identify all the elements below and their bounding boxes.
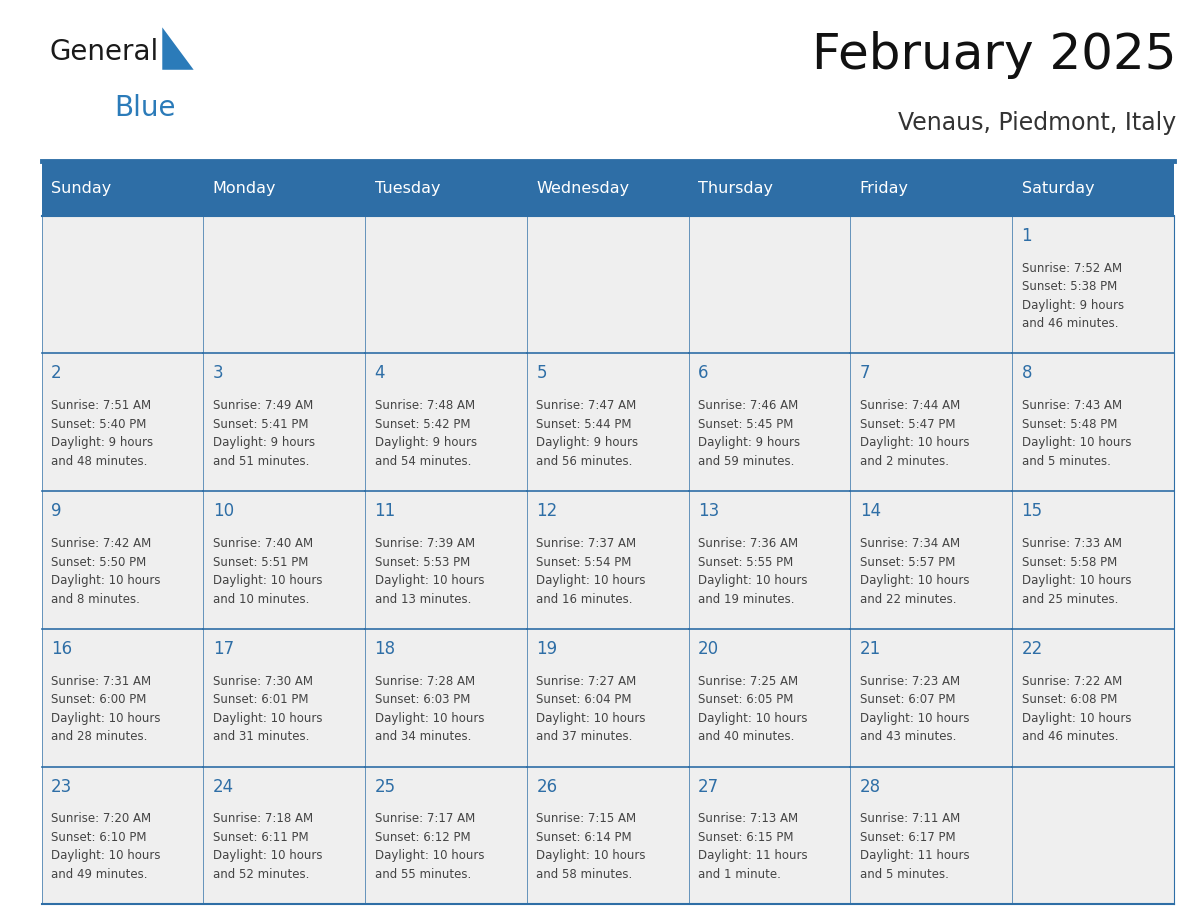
- Text: Sunrise: 7:33 AM
Sunset: 5:58 PM
Daylight: 10 hours
and 25 minutes.: Sunrise: 7:33 AM Sunset: 5:58 PM Dayligh…: [1022, 537, 1131, 606]
- Text: Friday: Friday: [860, 181, 909, 196]
- Text: Saturday: Saturday: [1022, 181, 1094, 196]
- Text: Sunrise: 7:23 AM
Sunset: 6:07 PM
Daylight: 10 hours
and 43 minutes.: Sunrise: 7:23 AM Sunset: 6:07 PM Dayligh…: [860, 675, 969, 744]
- Text: 24: 24: [213, 778, 234, 796]
- Text: 14: 14: [860, 502, 880, 521]
- Text: Sunrise: 7:52 AM
Sunset: 5:38 PM
Daylight: 9 hours
and 46 minutes.: Sunrise: 7:52 AM Sunset: 5:38 PM Dayligh…: [1022, 262, 1124, 330]
- Text: 21: 21: [860, 640, 881, 658]
- Text: 16: 16: [51, 640, 72, 658]
- Text: 26: 26: [536, 778, 557, 796]
- Text: Thursday: Thursday: [699, 181, 773, 196]
- Text: February 2025: February 2025: [811, 30, 1176, 79]
- Text: Sunrise: 7:20 AM
Sunset: 6:10 PM
Daylight: 10 hours
and 49 minutes.: Sunrise: 7:20 AM Sunset: 6:10 PM Dayligh…: [51, 812, 160, 881]
- Text: Sunrise: 7:27 AM
Sunset: 6:04 PM
Daylight: 10 hours
and 37 minutes.: Sunrise: 7:27 AM Sunset: 6:04 PM Dayligh…: [536, 675, 646, 744]
- Text: Sunrise: 7:17 AM
Sunset: 6:12 PM
Daylight: 10 hours
and 55 minutes.: Sunrise: 7:17 AM Sunset: 6:12 PM Dayligh…: [374, 812, 484, 881]
- Text: 17: 17: [213, 640, 234, 658]
- Text: Sunrise: 7:31 AM
Sunset: 6:00 PM
Daylight: 10 hours
and 28 minutes.: Sunrise: 7:31 AM Sunset: 6:00 PM Dayligh…: [51, 675, 160, 744]
- Text: 4: 4: [374, 364, 385, 383]
- Text: 11: 11: [374, 502, 396, 521]
- Text: Sunday: Sunday: [51, 181, 112, 196]
- Text: Wednesday: Wednesday: [536, 181, 630, 196]
- Text: 19: 19: [536, 640, 557, 658]
- Text: 5: 5: [536, 364, 546, 383]
- Text: 2: 2: [51, 364, 62, 383]
- Text: 18: 18: [374, 640, 396, 658]
- Text: 13: 13: [699, 502, 719, 521]
- Text: Blue: Blue: [114, 94, 176, 122]
- Text: 27: 27: [699, 778, 719, 796]
- Text: 12: 12: [536, 502, 557, 521]
- Text: 25: 25: [374, 778, 396, 796]
- Text: Sunrise: 7:37 AM
Sunset: 5:54 PM
Daylight: 10 hours
and 16 minutes.: Sunrise: 7:37 AM Sunset: 5:54 PM Dayligh…: [536, 537, 646, 606]
- Text: Sunrise: 7:51 AM
Sunset: 5:40 PM
Daylight: 9 hours
and 48 minutes.: Sunrise: 7:51 AM Sunset: 5:40 PM Dayligh…: [51, 399, 153, 468]
- Text: 15: 15: [1022, 502, 1043, 521]
- Text: Sunrise: 7:34 AM
Sunset: 5:57 PM
Daylight: 10 hours
and 22 minutes.: Sunrise: 7:34 AM Sunset: 5:57 PM Dayligh…: [860, 537, 969, 606]
- Text: Sunrise: 7:18 AM
Sunset: 6:11 PM
Daylight: 10 hours
and 52 minutes.: Sunrise: 7:18 AM Sunset: 6:11 PM Dayligh…: [213, 812, 322, 881]
- Text: 3: 3: [213, 364, 223, 383]
- Text: Sunrise: 7:48 AM
Sunset: 5:42 PM
Daylight: 9 hours
and 54 minutes.: Sunrise: 7:48 AM Sunset: 5:42 PM Dayligh…: [374, 399, 476, 468]
- Text: 28: 28: [860, 778, 880, 796]
- Text: General: General: [49, 38, 158, 65]
- Text: 1: 1: [1022, 227, 1032, 245]
- Text: Sunrise: 7:46 AM
Sunset: 5:45 PM
Daylight: 9 hours
and 59 minutes.: Sunrise: 7:46 AM Sunset: 5:45 PM Dayligh…: [699, 399, 801, 468]
- Text: 9: 9: [51, 502, 62, 521]
- Text: Tuesday: Tuesday: [374, 181, 440, 196]
- Text: Sunrise: 7:40 AM
Sunset: 5:51 PM
Daylight: 10 hours
and 10 minutes.: Sunrise: 7:40 AM Sunset: 5:51 PM Dayligh…: [213, 537, 322, 606]
- Text: Sunrise: 7:15 AM
Sunset: 6:14 PM
Daylight: 10 hours
and 58 minutes.: Sunrise: 7:15 AM Sunset: 6:14 PM Dayligh…: [536, 812, 646, 881]
- Text: Monday: Monday: [213, 181, 277, 196]
- Text: 10: 10: [213, 502, 234, 521]
- Text: Sunrise: 7:44 AM
Sunset: 5:47 PM
Daylight: 10 hours
and 2 minutes.: Sunrise: 7:44 AM Sunset: 5:47 PM Dayligh…: [860, 399, 969, 468]
- Text: 8: 8: [1022, 364, 1032, 383]
- Text: 6: 6: [699, 364, 708, 383]
- Text: Sunrise: 7:22 AM
Sunset: 6:08 PM
Daylight: 10 hours
and 46 minutes.: Sunrise: 7:22 AM Sunset: 6:08 PM Dayligh…: [1022, 675, 1131, 744]
- Polygon shape: [163, 28, 194, 70]
- Text: 22: 22: [1022, 640, 1043, 658]
- Text: Sunrise: 7:13 AM
Sunset: 6:15 PM
Daylight: 11 hours
and 1 minute.: Sunrise: 7:13 AM Sunset: 6:15 PM Dayligh…: [699, 812, 808, 881]
- Text: Venaus, Piedmont, Italy: Venaus, Piedmont, Italy: [898, 111, 1176, 135]
- Text: 23: 23: [51, 778, 72, 796]
- Text: 7: 7: [860, 364, 871, 383]
- Text: Sunrise: 7:42 AM
Sunset: 5:50 PM
Daylight: 10 hours
and 8 minutes.: Sunrise: 7:42 AM Sunset: 5:50 PM Dayligh…: [51, 537, 160, 606]
- Text: Sunrise: 7:36 AM
Sunset: 5:55 PM
Daylight: 10 hours
and 19 minutes.: Sunrise: 7:36 AM Sunset: 5:55 PM Dayligh…: [699, 537, 808, 606]
- Text: Sunrise: 7:47 AM
Sunset: 5:44 PM
Daylight: 9 hours
and 56 minutes.: Sunrise: 7:47 AM Sunset: 5:44 PM Dayligh…: [536, 399, 638, 468]
- Text: Sunrise: 7:30 AM
Sunset: 6:01 PM
Daylight: 10 hours
and 31 minutes.: Sunrise: 7:30 AM Sunset: 6:01 PM Dayligh…: [213, 675, 322, 744]
- Text: 20: 20: [699, 640, 719, 658]
- Text: Sunrise: 7:28 AM
Sunset: 6:03 PM
Daylight: 10 hours
and 34 minutes.: Sunrise: 7:28 AM Sunset: 6:03 PM Dayligh…: [374, 675, 484, 744]
- Text: Sunrise: 7:25 AM
Sunset: 6:05 PM
Daylight: 10 hours
and 40 minutes.: Sunrise: 7:25 AM Sunset: 6:05 PM Dayligh…: [699, 675, 808, 744]
- Text: Sunrise: 7:11 AM
Sunset: 6:17 PM
Daylight: 11 hours
and 5 minutes.: Sunrise: 7:11 AM Sunset: 6:17 PM Dayligh…: [860, 812, 969, 881]
- Text: Sunrise: 7:39 AM
Sunset: 5:53 PM
Daylight: 10 hours
and 13 minutes.: Sunrise: 7:39 AM Sunset: 5:53 PM Dayligh…: [374, 537, 484, 606]
- Text: Sunrise: 7:49 AM
Sunset: 5:41 PM
Daylight: 9 hours
and 51 minutes.: Sunrise: 7:49 AM Sunset: 5:41 PM Dayligh…: [213, 399, 315, 468]
- Text: Sunrise: 7:43 AM
Sunset: 5:48 PM
Daylight: 10 hours
and 5 minutes.: Sunrise: 7:43 AM Sunset: 5:48 PM Dayligh…: [1022, 399, 1131, 468]
